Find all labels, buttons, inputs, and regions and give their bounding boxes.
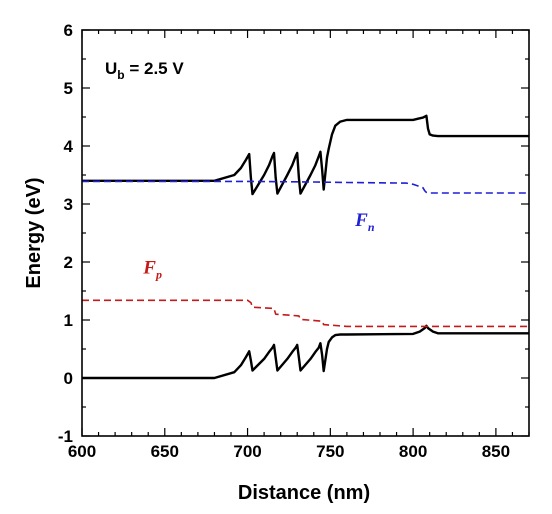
- y-tick-label: -1: [58, 427, 73, 446]
- plot-frame: [81, 29, 530, 437]
- series-line-ec: [82, 114, 529, 196]
- x-tick-label: 850: [482, 442, 510, 461]
- y-axis-title: Energy (eV): [23, 177, 45, 288]
- annotation-main: U: [105, 59, 117, 78]
- annotation-rest: = 2.5 V: [125, 59, 185, 78]
- x-tick-label: 800: [399, 442, 427, 461]
- series-line-F-n: [82, 180, 529, 194]
- y-tick-label: 6: [64, 21, 73, 40]
- series-line-F-p: [82, 299, 529, 328]
- y-tick-label: 4: [64, 137, 74, 156]
- series-label-sub: n: [368, 220, 375, 234]
- y-tick-label: 5: [64, 79, 73, 98]
- x-tick-label: 750: [316, 442, 344, 461]
- x-tick-label: 700: [233, 442, 261, 461]
- annotation-bias-voltage: Ub = 2.5 V: [105, 59, 184, 82]
- series-label-main: F: [354, 210, 368, 231]
- series-label-sub: p: [155, 268, 162, 282]
- series-label: Fp: [142, 258, 162, 282]
- x-axis-title: Distance (nm): [238, 482, 370, 504]
- ticks-layer: 600 650 700 750 800 850 -1 0 1 2 3 4 5 6: [58, 21, 530, 461]
- y-tick-label: 1: [64, 311, 73, 330]
- series-label-main: F: [142, 258, 156, 279]
- series-line-ev: [82, 324, 529, 380]
- y-tick-label: 3: [64, 195, 73, 214]
- x-tick-label: 600: [68, 442, 96, 461]
- x-tick-label: 650: [151, 442, 179, 461]
- y-tick-label: 0: [64, 369, 73, 388]
- annotation-sub: b: [117, 68, 124, 82]
- y-tick-label: 2: [64, 253, 73, 272]
- series-label: Fn: [354, 210, 375, 234]
